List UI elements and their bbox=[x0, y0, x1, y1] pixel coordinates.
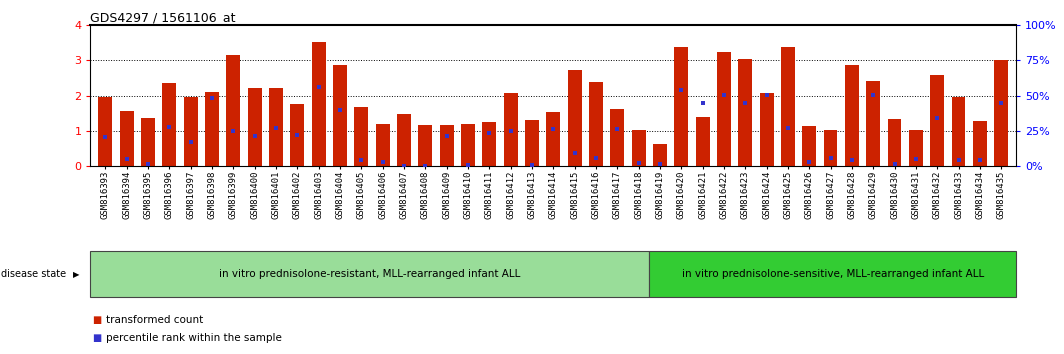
Bar bbox=[781, 47, 795, 166]
Bar bbox=[887, 119, 901, 166]
Bar bbox=[589, 82, 603, 166]
Bar bbox=[675, 47, 688, 166]
Bar bbox=[290, 104, 304, 166]
Bar bbox=[90, 251, 649, 297]
Bar bbox=[653, 144, 667, 166]
Bar bbox=[99, 97, 113, 166]
Bar bbox=[717, 52, 731, 166]
Bar bbox=[163, 83, 177, 166]
Bar bbox=[120, 111, 134, 166]
Bar bbox=[802, 126, 816, 166]
Text: disease state: disease state bbox=[1, 269, 66, 279]
Bar bbox=[994, 60, 1008, 166]
Bar bbox=[649, 251, 1016, 297]
Bar bbox=[546, 112, 561, 166]
Bar bbox=[972, 121, 986, 166]
Text: GDS4297 / 1561106_at: GDS4297 / 1561106_at bbox=[90, 11, 236, 24]
Bar bbox=[951, 97, 965, 166]
Bar bbox=[866, 81, 880, 166]
Bar bbox=[312, 42, 326, 166]
Bar bbox=[760, 93, 774, 166]
Bar bbox=[461, 124, 475, 166]
Bar bbox=[397, 114, 411, 166]
Text: in vitro prednisolone-sensitive, MLL-rearranged infant ALL: in vitro prednisolone-sensitive, MLL-rea… bbox=[682, 269, 984, 279]
Bar bbox=[824, 130, 837, 166]
Bar bbox=[269, 88, 283, 166]
Text: ▶: ▶ bbox=[73, 270, 80, 279]
Bar bbox=[738, 59, 752, 166]
Bar bbox=[611, 109, 625, 166]
Bar bbox=[632, 130, 646, 166]
Bar bbox=[418, 125, 432, 166]
Text: percentile rank within the sample: percentile rank within the sample bbox=[106, 333, 282, 343]
Bar bbox=[909, 130, 922, 166]
Bar bbox=[930, 75, 944, 166]
Bar bbox=[845, 65, 859, 166]
Text: ■: ■ bbox=[93, 333, 102, 343]
Bar bbox=[227, 55, 240, 166]
Bar bbox=[248, 88, 262, 166]
Bar bbox=[376, 124, 389, 166]
Bar bbox=[525, 120, 538, 166]
Text: ■: ■ bbox=[93, 315, 102, 325]
Bar bbox=[354, 107, 368, 166]
Bar bbox=[568, 70, 582, 166]
Bar bbox=[696, 117, 710, 166]
Bar bbox=[184, 97, 198, 166]
Bar bbox=[503, 93, 517, 166]
Bar bbox=[205, 92, 219, 166]
Bar bbox=[142, 118, 155, 166]
Bar bbox=[482, 122, 496, 166]
Bar bbox=[333, 65, 347, 166]
Text: in vitro prednisolone-resistant, MLL-rearranged infant ALL: in vitro prednisolone-resistant, MLL-rea… bbox=[219, 269, 520, 279]
Text: transformed count: transformed count bbox=[106, 315, 203, 325]
Bar bbox=[439, 125, 453, 166]
